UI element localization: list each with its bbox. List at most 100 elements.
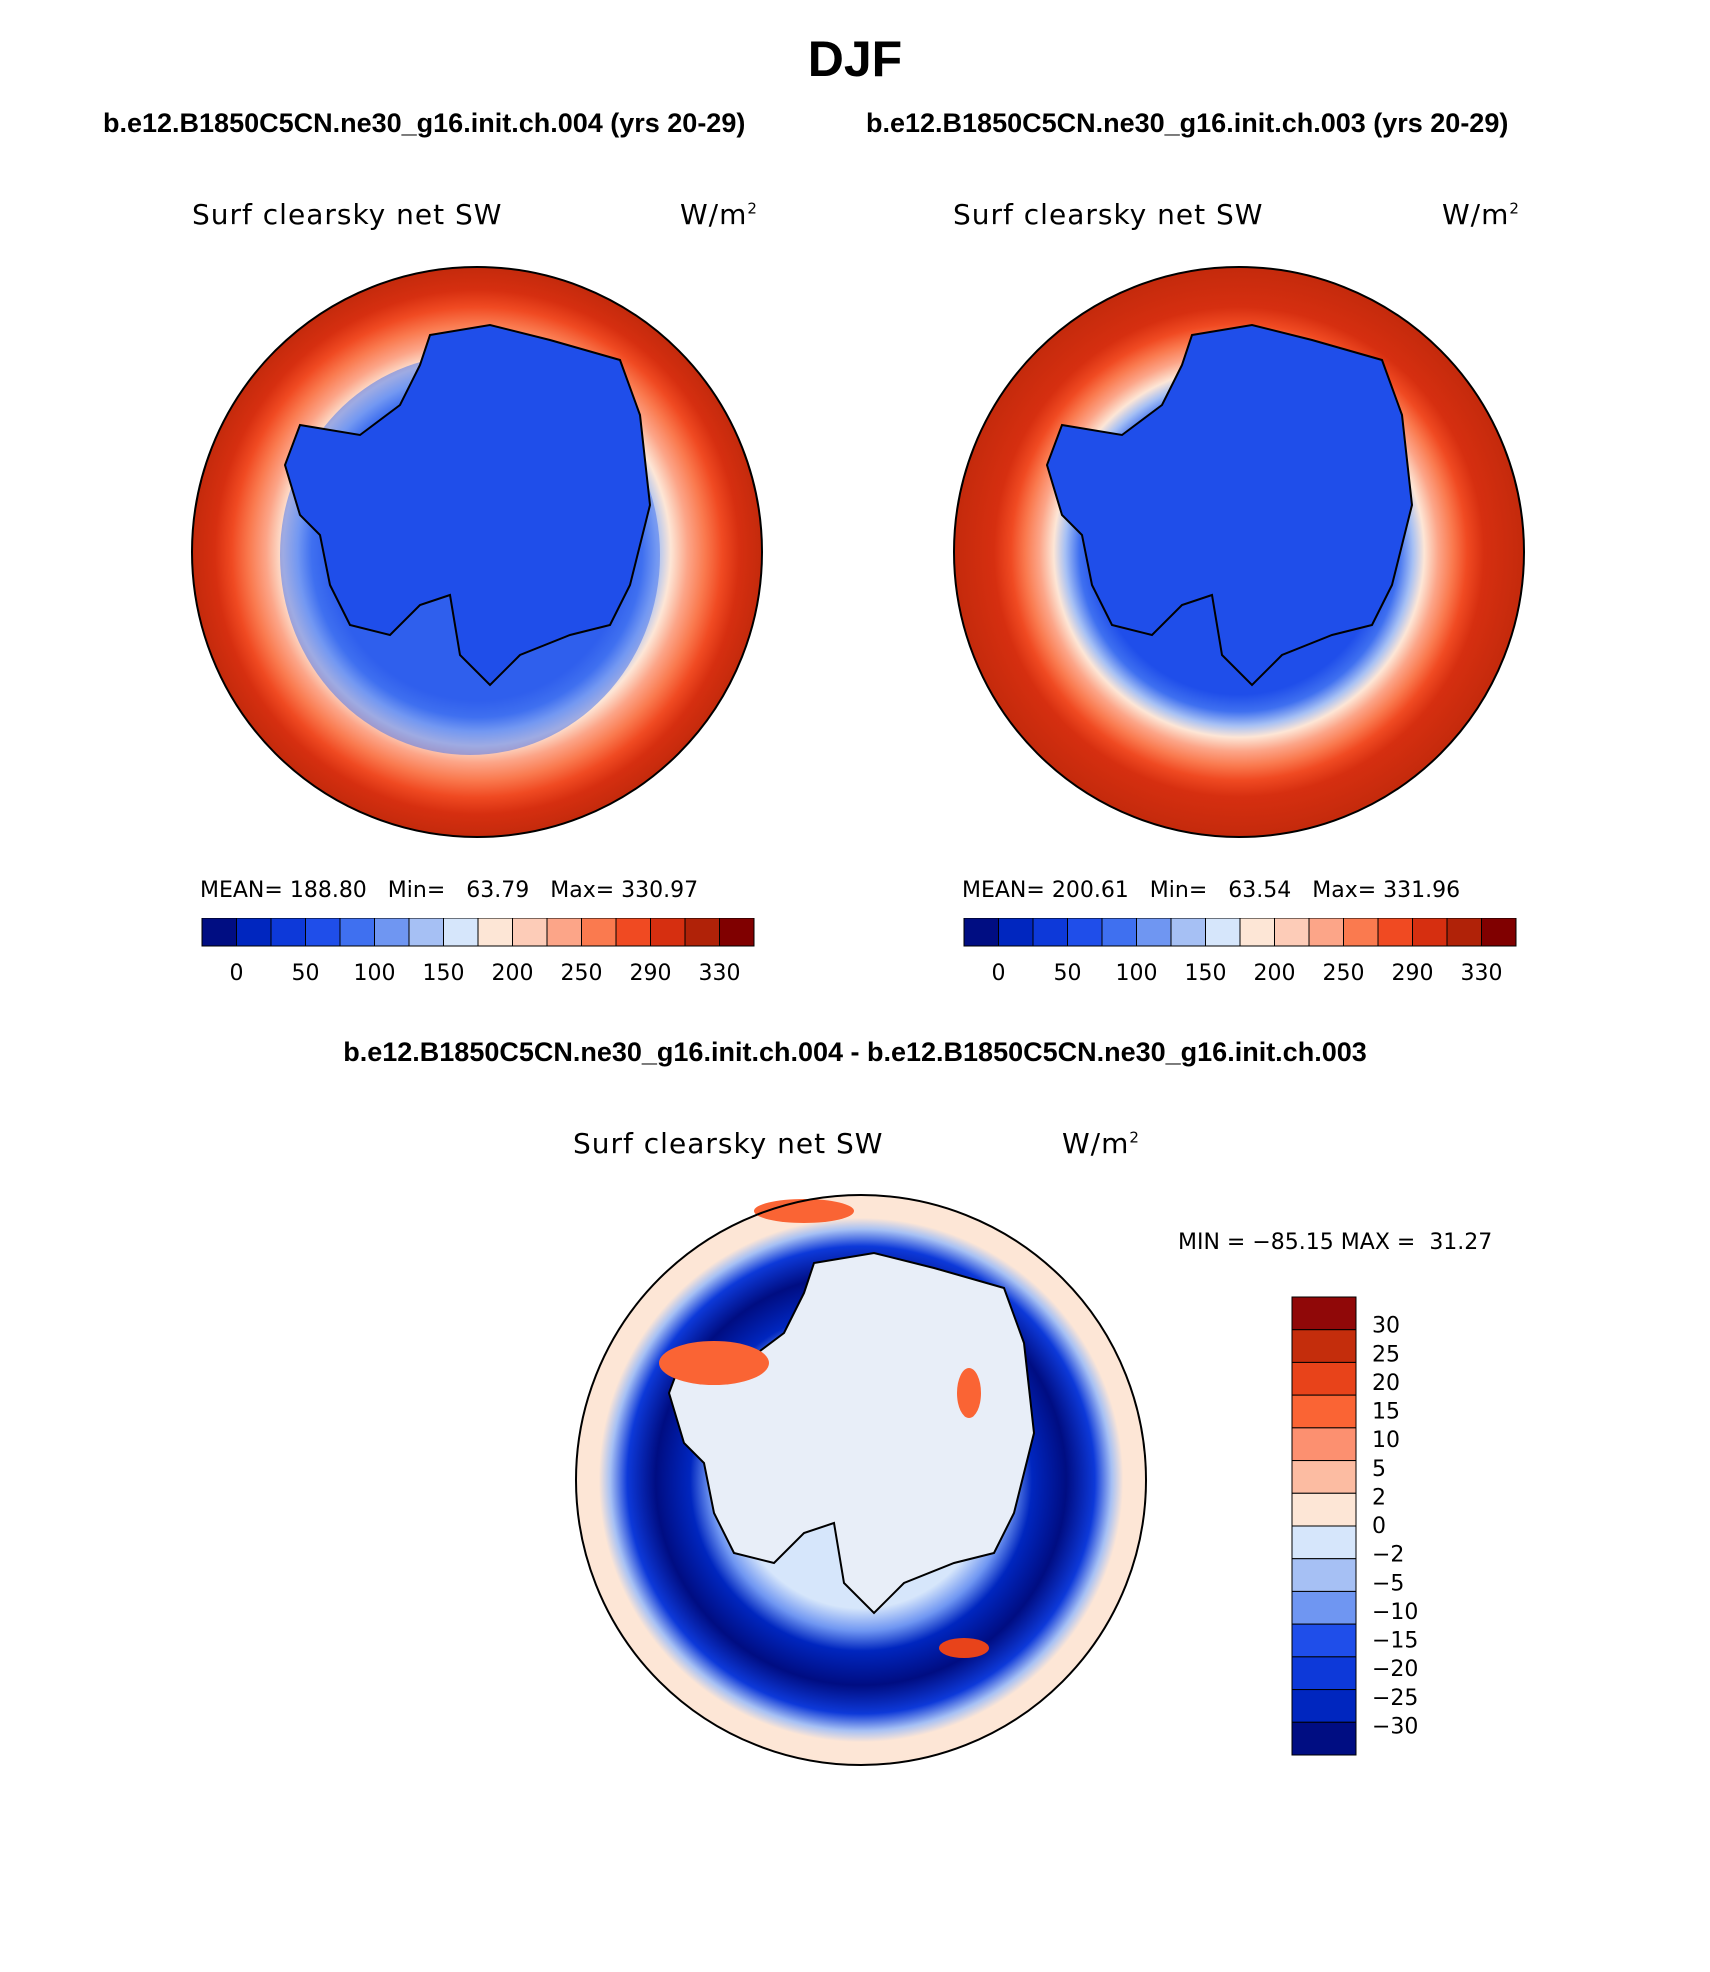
- case-b-colorbar-box-2: [1032, 918, 1068, 947]
- case-a-colorbar-box-13: [650, 918, 686, 947]
- case-a-colorbar-tick-label: 250: [561, 961, 603, 986]
- case-b-antarctica-coastline: [1045, 323, 1414, 687]
- diff-colorbar-box-6: [1291, 1525, 1357, 1560]
- case-a-antarctica-coastline: [283, 323, 652, 687]
- case-a-map-border: [191, 266, 763, 838]
- case-b-colorbar-box-14: [1446, 918, 1482, 947]
- case-a-colorbar-box-12: [615, 918, 651, 947]
- case-b-stats: MEAN= 200.61 Min= 63.54 Max= 331.96: [962, 878, 1461, 903]
- case-b-colorbar-box-5: [1136, 918, 1172, 947]
- diff-colorbar-box-9: [1291, 1427, 1357, 1462]
- diff-colorbar-tick-label: −20: [1372, 1657, 1418, 1682]
- case-a-title: b.e12.B1850C5CN.ne30_g16.init.ch.004 (yr…: [103, 108, 746, 138]
- case-b-colorbar-box-4: [1101, 918, 1137, 947]
- case-b-colorbar-box-10: [1308, 918, 1344, 947]
- diff-positive-anomaly-3: [939, 1638, 989, 1658]
- case-a-colorbar-box-1: [236, 918, 272, 947]
- case-b-map-border: [953, 266, 1525, 838]
- case-a-colorbar-box-7: [443, 918, 479, 947]
- case-a-colorbar-tick-label: 200: [492, 961, 534, 986]
- case-a-polar-map: [191, 266, 763, 838]
- case-b-colorbar-box-7: [1205, 918, 1241, 947]
- case-b-colorbar-tick-label: 0: [992, 961, 1006, 986]
- case-a-variable-label: Surf clearsky net SW: [192, 198, 503, 231]
- case-b-colorbar-box-12: [1377, 918, 1413, 947]
- case-a-colorbar-box-5: [374, 918, 410, 947]
- diff-colorbar-tick-label: 20: [1372, 1371, 1400, 1396]
- case-b-colorbar: 0 50 100 150 200 250 290 330: [963, 918, 1517, 986]
- case-a-colorbar: 0 50 100 150 200 250 290 330: [201, 918, 755, 986]
- case-b-colorbar-tick-label: 50: [1054, 961, 1082, 986]
- figure-title: DJF: [807, 31, 903, 87]
- case-a-colorbar-box-3: [305, 918, 341, 947]
- case-b-colorbar-box-1: [998, 918, 1034, 947]
- case-a-colorbar-box-2: [270, 918, 306, 947]
- case-b-colorbar-tick-label: 330: [1461, 961, 1503, 986]
- case-b-colorbar-box-6: [1170, 918, 1206, 947]
- diff-positive-anomaly-2: [957, 1368, 981, 1418]
- diff-colorbar-box-10: [1291, 1394, 1357, 1429]
- case-b-units: W/m2: [1442, 198, 1520, 231]
- case-a-colorbar-box-15: [719, 918, 755, 947]
- case-a-colorbar-tick-label: 50: [292, 961, 320, 986]
- case-b-colorbar-box-11: [1343, 918, 1379, 947]
- case-b-colorbar-box-13: [1412, 918, 1448, 947]
- case-a-colorbar-box-11: [581, 918, 617, 947]
- case-b-variable-label: Surf clearsky net SW: [953, 198, 1264, 231]
- case-a-colorbar-box-10: [546, 918, 582, 947]
- case-b-colorbar-tick-label: 100: [1116, 961, 1158, 986]
- diff-colorbar-box-11: [1291, 1361, 1357, 1396]
- diff-colorbar-box-2: [1291, 1656, 1357, 1691]
- case-a-colorbar-box-14: [684, 918, 720, 947]
- diff-colorbar-tick-label: 30: [1372, 1314, 1400, 1339]
- diff-positive-anomaly-1: [659, 1341, 769, 1385]
- diff-colorbar-tick-label: −10: [1372, 1600, 1418, 1625]
- diff-units: W/m2: [1062, 1127, 1140, 1160]
- case-a-stats: MEAN= 188.80 Min= 63.79 Max= 330.97: [200, 878, 699, 903]
- case-a-colorbar-box-6: [408, 918, 444, 947]
- case-b-colorbar-box-3: [1067, 918, 1103, 947]
- case-a-colorbar-tick-label: 150: [423, 961, 465, 986]
- diff-stats: MIN = −85.15 MAX = 31.27: [1178, 1230, 1493, 1255]
- case-a-colorbar-tick-label: 330: [699, 961, 741, 986]
- case-b-colorbar-tick-label: 150: [1185, 961, 1227, 986]
- diff-variable-label: Surf clearsky net SW: [573, 1127, 884, 1160]
- diff-colorbar-box-8: [1291, 1460, 1357, 1494]
- diff-colorbar-box-1: [1291, 1689, 1357, 1723]
- case-b-polar-map: [953, 266, 1525, 838]
- diff-colorbar-box-5: [1291, 1558, 1357, 1592]
- diff-colorbar-tick-label: 2: [1372, 1485, 1386, 1510]
- diff-colorbar-tick-label: −30: [1372, 1714, 1418, 1739]
- diff-colorbar-tick-label: −15: [1372, 1629, 1418, 1654]
- case-a-units: W/m2: [680, 198, 758, 231]
- case-b-colorbar-box-15: [1481, 918, 1517, 947]
- diff-colorbar-box-7: [1291, 1492, 1357, 1527]
- diff-colorbar-box-13: [1291, 1296, 1357, 1331]
- diff-colorbar-box-0: [1291, 1721, 1357, 1756]
- case-b-colorbar-box-9: [1274, 918, 1310, 947]
- diff-colorbar-box-4: [1291, 1590, 1357, 1625]
- diff-colorbar-tick-label: 5: [1372, 1457, 1386, 1482]
- case-b-title: b.e12.B1850C5CN.ne30_g16.init.ch.003 (yr…: [866, 108, 1509, 138]
- diff-colorbar-tick-label: 25: [1372, 1342, 1400, 1367]
- case-b-colorbar-tick-label: 290: [1392, 961, 1434, 986]
- diff-colorbar-tick-label: 15: [1372, 1400, 1400, 1425]
- diff-colorbar-box-3: [1291, 1623, 1357, 1658]
- case-b-colorbar-box-0: [963, 918, 999, 947]
- diff-colorbar-tick-label: −25: [1372, 1686, 1418, 1711]
- case-b-colorbar-tick-label: 200: [1254, 961, 1296, 986]
- case-a-colorbar-tick-label: 100: [354, 961, 396, 986]
- diff-positive-anomaly-4: [754, 1199, 854, 1223]
- case-a-colorbar-tick-label: 0: [230, 961, 244, 986]
- case-a-colorbar-box-4: [339, 918, 375, 947]
- diff-colorbar-tick-label: 10: [1372, 1428, 1400, 1453]
- case-b-colorbar-tick-label: 250: [1323, 961, 1365, 986]
- case-a-colorbar-tick-label: 290: [630, 961, 672, 986]
- diff-colorbar-tick-label: −5: [1372, 1571, 1404, 1596]
- case-a-colorbar-box-8: [477, 918, 513, 947]
- diff-colorbar-tick-label: 0: [1372, 1514, 1386, 1539]
- diff-colorbar-tick-label: −2: [1372, 1543, 1404, 1568]
- diff-colorbar-box-12: [1291, 1329, 1357, 1363]
- case-a-colorbar-box-9: [512, 918, 548, 947]
